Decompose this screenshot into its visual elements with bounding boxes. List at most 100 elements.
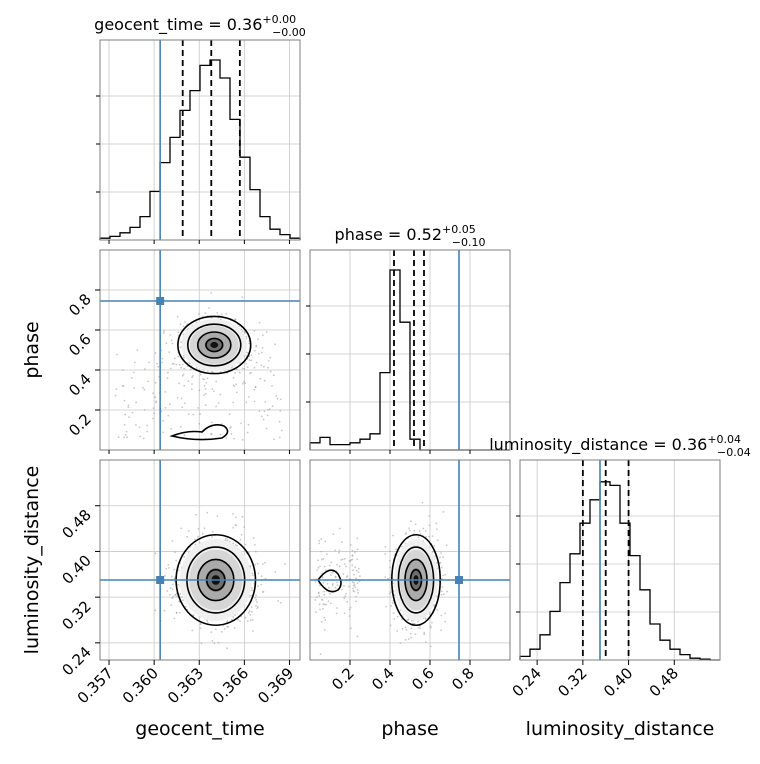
scatter-point [343, 597, 346, 600]
scatter-point [349, 606, 352, 609]
scatter-point [175, 559, 178, 562]
scatter-point [181, 363, 184, 366]
scatter-point [126, 436, 128, 439]
scatter-point [232, 377, 235, 379]
scatter-point [224, 537, 227, 540]
scatter-point [230, 432, 233, 435]
scatter-point [314, 599, 317, 601]
scatter-point [317, 559, 319, 562]
scatter-point [348, 615, 351, 618]
contour-geocent_time_phase-2 [196, 331, 232, 359]
scatter-point [117, 436, 120, 439]
x-tick-label-luminosity_distance-0: 0.24 [509, 664, 545, 700]
scatter-point [230, 366, 233, 369]
scatter-point [143, 388, 146, 391]
scatter-point [210, 433, 213, 436]
scatter-point [194, 538, 196, 541]
scatter-point [336, 563, 338, 566]
truth-marker-geocent_time_luminosity_distance [156, 576, 165, 584]
scatter-point [171, 588, 174, 591]
scatter-point [203, 527, 206, 530]
scatter-point [174, 357, 176, 360]
scatter-point [331, 584, 334, 587]
scatter-point [320, 550, 323, 553]
scatter-point [176, 397, 179, 399]
scatter-point [316, 569, 318, 571]
scatter-point [133, 361, 136, 364]
scatter-point [206, 377, 209, 380]
x-tick-label-luminosity_distance-3: 0.48 [646, 664, 682, 700]
scatter-point [121, 384, 124, 387]
scatter-point [123, 436, 126, 439]
grid-geocent_time [100, 40, 300, 240]
scatter-point [197, 528, 200, 530]
scatter-point [264, 561, 266, 564]
scatter-point [338, 552, 340, 554]
scatter-point [348, 608, 351, 611]
scatter-point [169, 593, 171, 596]
scatter-point [343, 557, 346, 560]
y-tick-label-luminosity_distance-1: 0.32 [58, 597, 94, 633]
scatter-point [223, 628, 226, 630]
scatter-point [439, 562, 441, 564]
scatter-point [162, 419, 165, 422]
y-axis-label-luminosity-distance: luminosity_distance [21, 466, 43, 655]
scatter-point [211, 388, 214, 391]
scatter-point [356, 582, 359, 584]
scatter-point [170, 604, 173, 606]
scatter-point [179, 323, 182, 326]
x-tick-label-phase-3: 0.8 [448, 664, 478, 694]
scatter-point [191, 376, 194, 379]
scatter-point [329, 574, 332, 576]
scatter-point [320, 621, 323, 623]
scatter-point [317, 566, 320, 569]
scatter-point [240, 422, 243, 425]
scatter-point [235, 516, 237, 519]
scatter-point [277, 600, 279, 602]
scatter-point [267, 408, 269, 411]
scatter-point [239, 620, 241, 623]
scatter-point [271, 385, 273, 387]
scatter-point [139, 435, 142, 438]
x-tick-label-luminosity_distance-2: 0.40 [600, 664, 636, 700]
frame-phase_luminosity_distance [309, 459, 511, 661]
scatter-point [200, 642, 203, 645]
scatter-point [171, 540, 174, 542]
scatter-point [232, 526, 235, 529]
x-tick-label-geocent_time-1: 0.360 [119, 664, 162, 707]
scatter-point [250, 354, 253, 357]
scatter-point [260, 364, 263, 367]
scatter-point [239, 362, 242, 364]
scatter-point [253, 389, 256, 391]
scatter-point [389, 624, 392, 627]
x-tick-label-geocent_time-3: 0.366 [209, 664, 252, 707]
scatter-point [440, 552, 442, 554]
scatter-point [436, 595, 438, 598]
scatter-point [135, 401, 138, 404]
scatter-point [198, 422, 201, 425]
scatter-point [241, 439, 244, 441]
y-axis-label-phase: phase [21, 321, 43, 378]
scatter-point [184, 321, 186, 323]
scatter-point [332, 533, 335, 535]
title-plus-phase: +0.05 [442, 223, 476, 236]
scatter-point [142, 386, 144, 389]
scatter-point [183, 402, 186, 404]
frame-luminosity_distance [519, 459, 721, 661]
scatter-point [239, 538, 242, 541]
scatter-point [263, 365, 265, 368]
scatter-point [358, 568, 360, 570]
scatter-point [399, 642, 402, 645]
scatter-point [210, 317, 213, 319]
scatter-point [444, 620, 447, 623]
scatter-point [322, 558, 325, 560]
scatter-point [384, 576, 387, 578]
scatter-point [171, 363, 174, 365]
scatter-point [245, 335, 248, 338]
scatter-point [191, 383, 193, 385]
scatter-point [244, 382, 247, 384]
scatter-point [219, 393, 222, 396]
scatter-point [442, 511, 445, 513]
scatter-point [385, 605, 387, 608]
scatter-point [154, 552, 157, 555]
